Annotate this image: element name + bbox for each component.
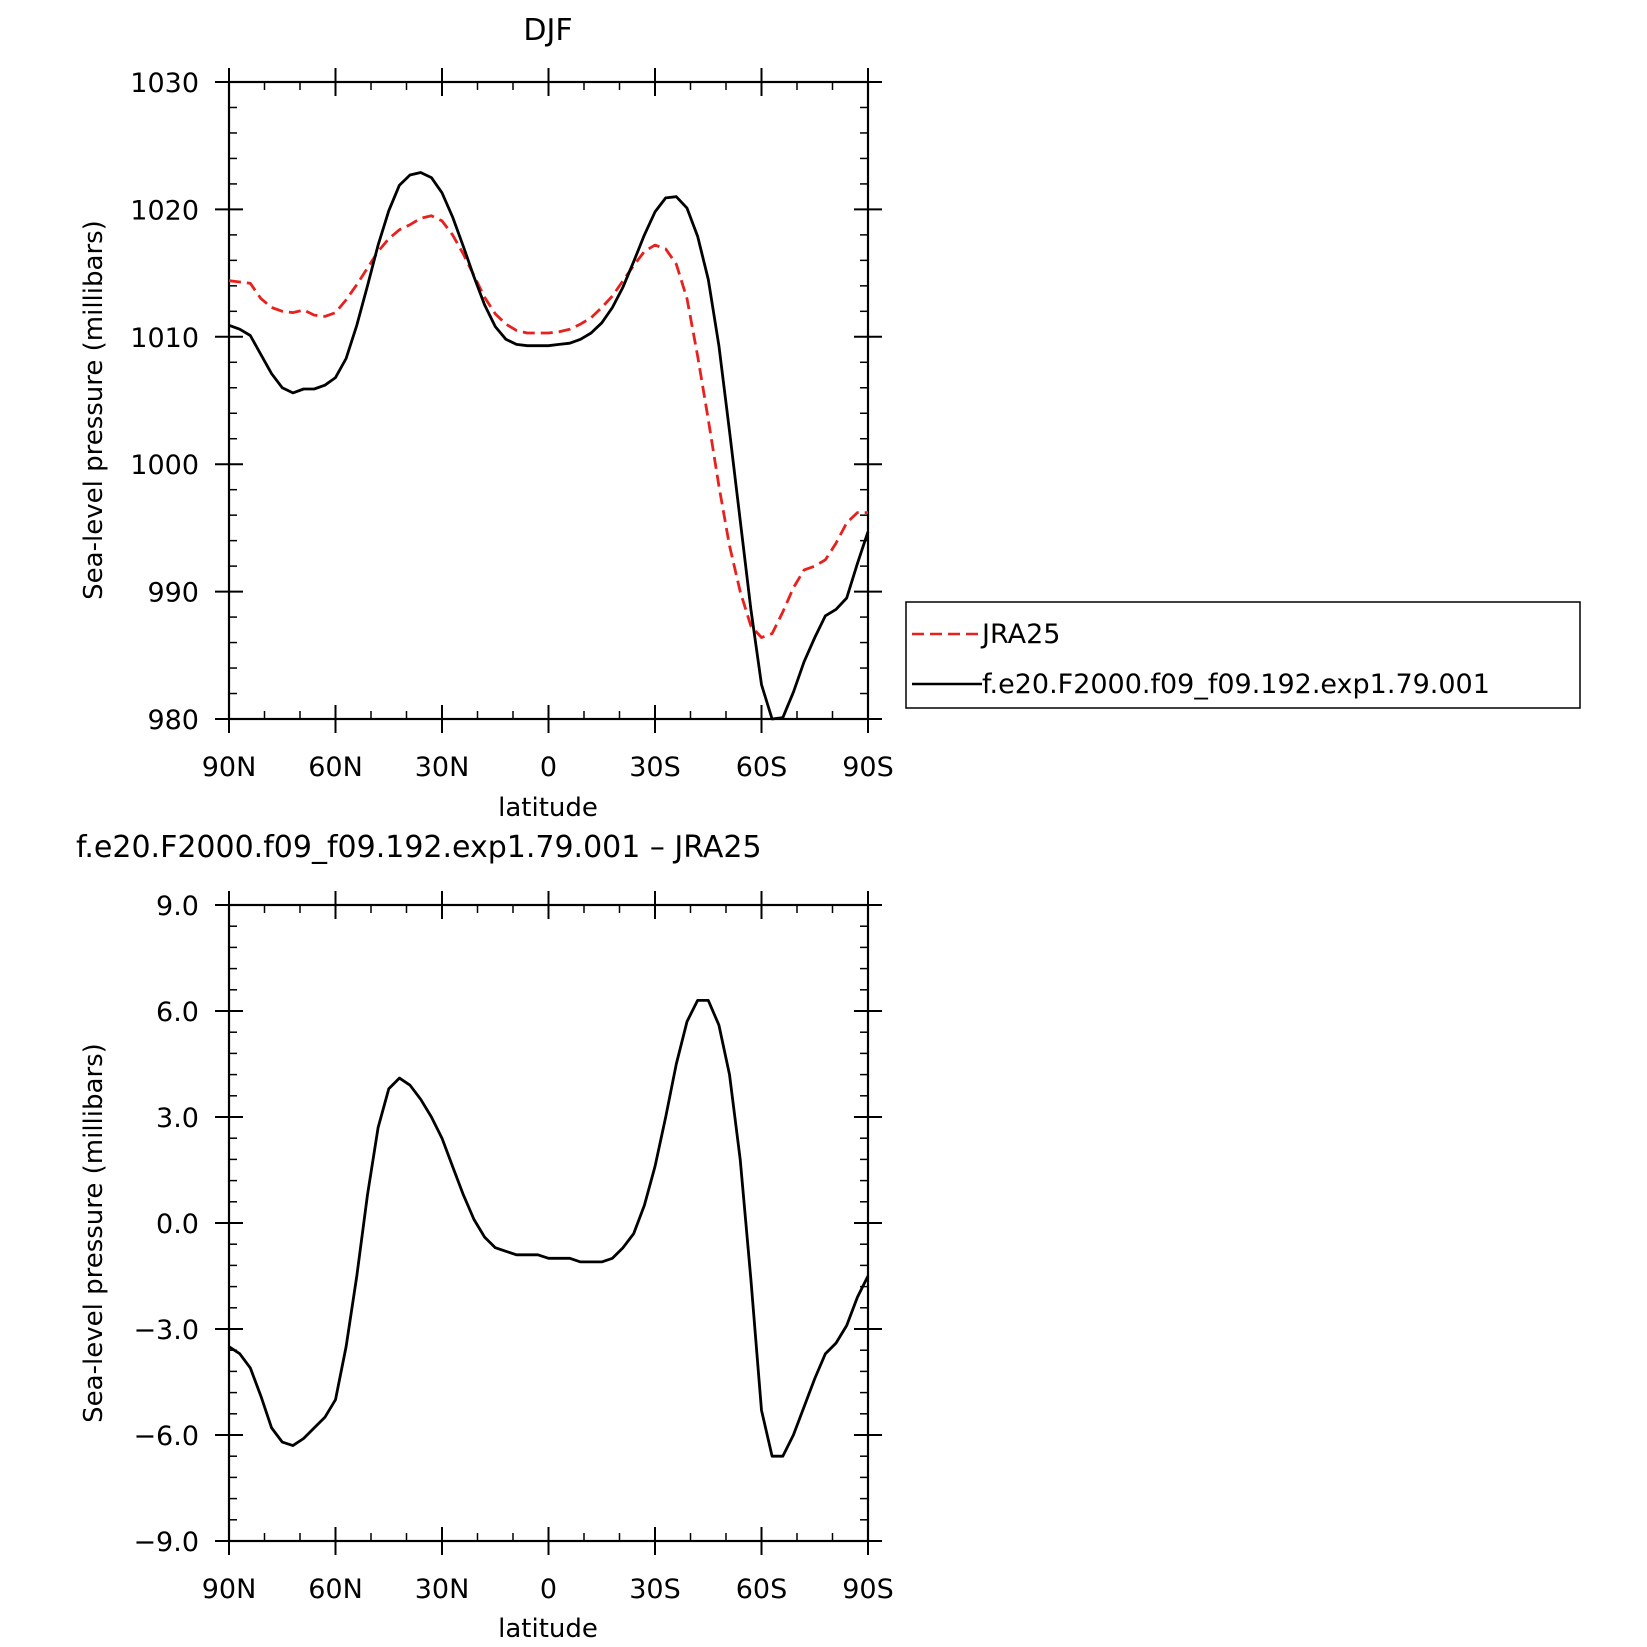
x-tick-label: 90N (202, 752, 257, 783)
y-tick-label: −9.0 (133, 1527, 199, 1558)
legend-label-model: f.e20.F2000.f09_f09.192.exp1.79.001 (982, 669, 1490, 700)
legend-label-jra25: JRA25 (980, 619, 1060, 650)
x-tick-label: 60S (736, 752, 788, 783)
y-tick-label: −6.0 (133, 1421, 199, 1452)
y-axis-title-djf: Sea-level pressure (millibars) (79, 220, 109, 600)
x-tick-label: 30S (629, 752, 681, 783)
chart-difference: f.e20.F2000.f09_f09.192.exp1.79.001 – JR… (76, 830, 894, 1644)
legend-box (905, 601, 1581, 709)
tick-labels-djf: 90N 60N 30N 0 30S 60S 90S 980 990 1000 1010 1020 103… (130, 68, 893, 783)
legend: JRA25 f.e20.F2000.f09_f09.192.exp1.79.00… (905, 601, 1581, 709)
y-tick-label: −3.0 (133, 1315, 199, 1346)
series-line-difference (228, 999, 870, 1458)
chart-title-djf: DJF (523, 13, 572, 48)
y-tick-label: 3.0 (156, 1103, 199, 1134)
x-tick-label: 60N (308, 1574, 363, 1605)
x-tick-label: 90N (202, 1574, 257, 1605)
series-group-djf (228, 171, 870, 721)
chart-djf: DJF 90N 60N 30N 0 30S 60S 90S 980 990 1000 1010 102… (79, 13, 1581, 823)
x-tick-label: 30N (415, 1574, 470, 1605)
series-line-f-e20-f2000-f09-f09-192-exp1-79-001 (228, 171, 870, 721)
y-tick-label: 9.0 (156, 891, 199, 922)
tick-labels-difference: 90N 60N 30N 0 30S 60S 90S −9.0 −6.0 −3.0 0.0 3.0 6.0… (133, 891, 893, 1605)
y-tick-label: 980 (147, 705, 199, 736)
y-tick-label: 1010 (130, 323, 199, 354)
x-tick-label: 30S (629, 1574, 681, 1605)
chart-title-difference: f.e20.F2000.f09_f09.192.exp1.79.001 – JR… (76, 830, 762, 865)
y-tick-label: 1030 (130, 68, 199, 99)
x-axis-title-difference: latitude (498, 1614, 598, 1644)
y-axis-title-difference: Sea-level pressure (millibars) (79, 1043, 109, 1423)
x-tick-label: 0 (540, 752, 557, 783)
x-tick-label: 90S (842, 752, 894, 783)
y-tick-label: 0.0 (156, 1209, 199, 1240)
y-tick-label: 1020 (130, 195, 199, 226)
axes-frame-djf (215, 68, 882, 733)
x-tick-label: 90S (842, 1574, 894, 1605)
x-tick-label: 60N (308, 752, 363, 783)
y-tick-label: 6.0 (156, 997, 199, 1028)
y-tick-label: 1000 (130, 450, 199, 481)
x-tick-label: 60S (736, 1574, 788, 1605)
y-tick-label: 990 (147, 578, 199, 609)
x-axis-title-djf: latitude (498, 793, 598, 823)
x-tick-label: 0 (540, 1574, 557, 1605)
series-group-difference (228, 999, 870, 1458)
series-line-jra25 (228, 214, 868, 639)
x-tick-label: 30N (415, 752, 470, 783)
axes-frame-difference (215, 891, 882, 1555)
